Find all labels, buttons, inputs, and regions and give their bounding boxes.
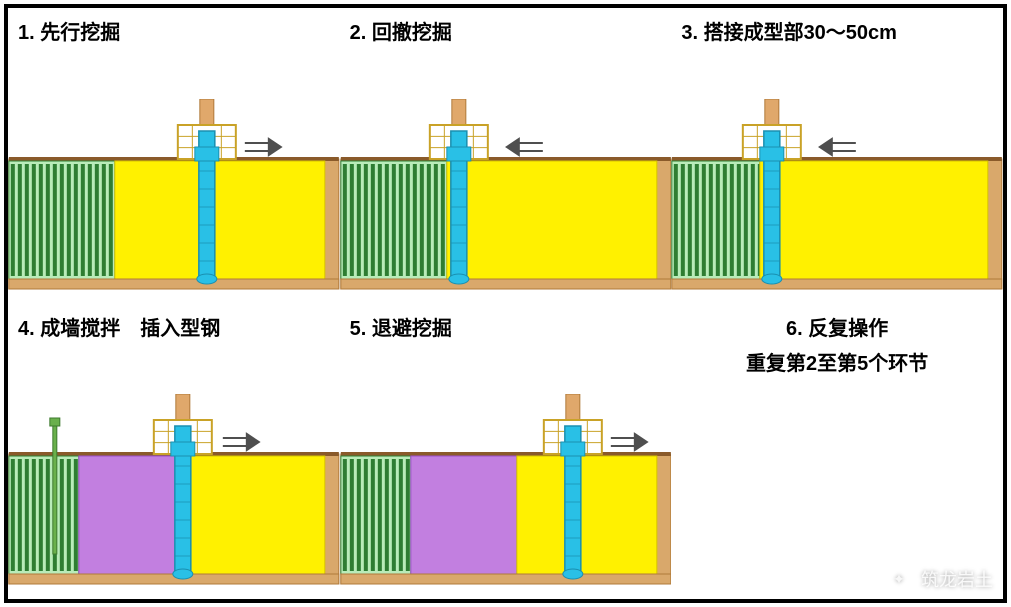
step-4-title: 4. 成墙搅拌 插入型钢 — [18, 312, 330, 341]
step-5-title: 5. 退避挖掘 — [350, 312, 662, 341]
watermark: ✦ 筑龙岩土 — [885, 565, 993, 593]
step-5-diagram — [340, 394, 672, 599]
step-3-cell: 3. 搭接成型部30～50cm — [671, 8, 1003, 304]
step-4-cell: 4. 成墙搅拌 插入型钢 — [8, 304, 340, 600]
wechat-icon: ✦ — [885, 565, 913, 593]
step-2-cell: 2. 回撤挖掘 — [340, 8, 672, 304]
step-2-diagram — [340, 99, 672, 304]
step-6-title: 6. 反复操作 — [681, 312, 993, 341]
step-1-diagram — [8, 99, 340, 304]
step-1-cell: 1. 先行挖掘 — [8, 8, 340, 304]
step-5-cell: 5. 退避挖掘 — [340, 304, 672, 600]
step-3-diagram — [671, 99, 1003, 304]
step-3-title: 3. 搭接成型部30～50cm — [681, 16, 993, 45]
step-1-title: 1. 先行挖掘 — [18, 16, 330, 45]
step-6-cell: 6. 反复操作重复第2至第5个环节 — [671, 304, 1003, 600]
step-6-subtitle: 重复第2至第5个环节 — [681, 347, 993, 376]
watermark-text: 筑龙岩土 — [921, 566, 993, 592]
step-2-title: 2. 回撤挖掘 — [350, 16, 662, 45]
step-4-diagram — [8, 394, 340, 599]
